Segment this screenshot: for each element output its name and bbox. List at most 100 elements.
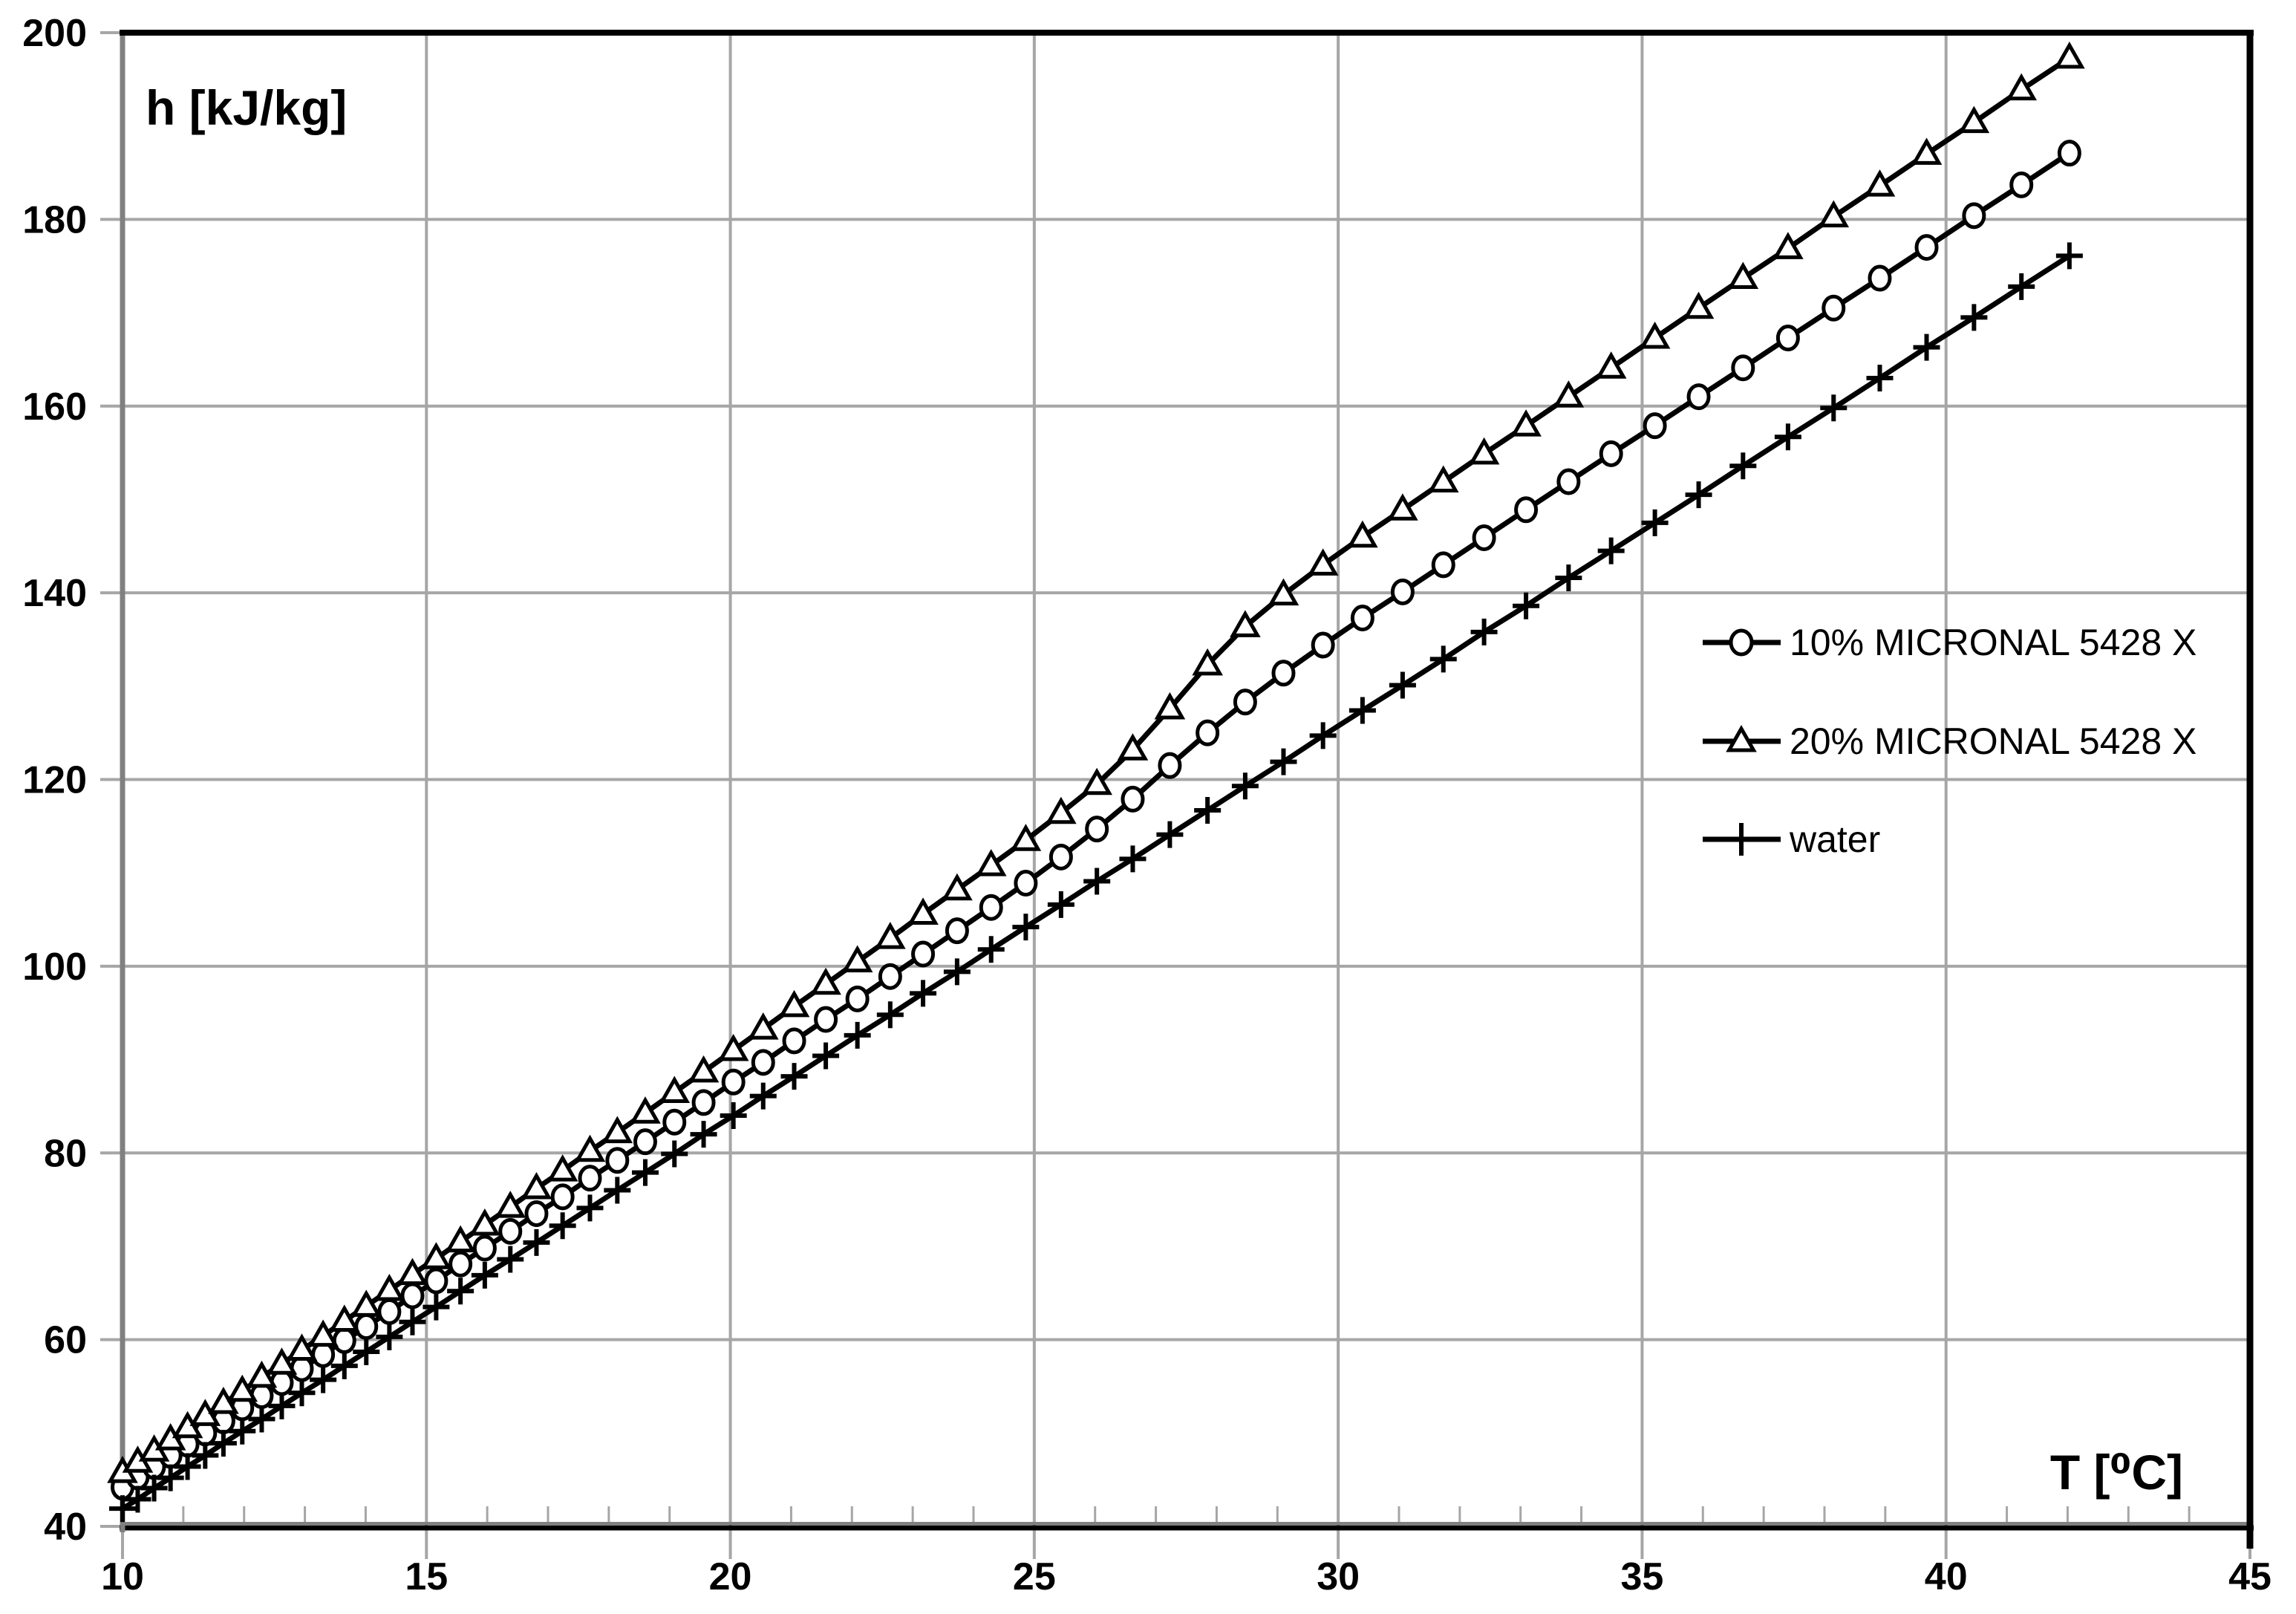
y-axis-title: h [kJ/kg]	[146, 80, 347, 135]
triangle-marker-icon	[266, 1347, 298, 1375]
triangle-marker-icon	[747, 1012, 779, 1040]
x-axis-title: T [⁰C]	[2050, 1445, 2183, 1500]
circle-marker-icon	[1271, 660, 1296, 687]
circle-marker-icon	[1350, 605, 1374, 632]
triangle-marker-icon	[574, 1134, 606, 1162]
circle-marker-icon	[1121, 785, 1145, 813]
x-tick-label: 20	[709, 1555, 752, 1598]
circle-marker-icon	[1390, 578, 1415, 605]
circle-marker-icon	[1233, 689, 1257, 716]
circle-marker-icon	[1731, 354, 1755, 382]
triangle-marker-icon	[226, 1374, 258, 1402]
triangle-marker-icon	[1864, 169, 1896, 197]
triangle-marker-icon	[1307, 548, 1339, 576]
legend-item-water: water	[1703, 819, 1880, 860]
triangle-marker-icon	[1726, 724, 1757, 752]
circle-marker-icon	[1729, 628, 1754, 657]
circle-marker-icon	[721, 1068, 746, 1096]
circle-marker-icon	[1431, 551, 1455, 579]
triangle-marker-icon	[328, 1304, 360, 1332]
circle-marker-icon	[332, 1327, 356, 1354]
y-tick-label: 100	[22, 946, 87, 989]
triangle-marker-icon	[810, 967, 841, 995]
circle-marker-icon	[1914, 234, 1939, 261]
circle-marker-icon	[1158, 752, 1182, 779]
circle-marker-icon	[1962, 202, 1986, 230]
ticks-layer	[100, 31, 2251, 1559]
triangle-marker-icon	[841, 945, 873, 973]
circle-marker-icon	[578, 1165, 602, 1192]
triangle-marker-icon	[420, 1242, 452, 1269]
circle-marker-icon	[472, 1234, 497, 1262]
circle-marker-icon	[1599, 440, 1623, 467]
circle-marker-icon	[814, 1006, 838, 1033]
triangle-marker-icon	[717, 1033, 749, 1061]
triangle-marker-icon	[1958, 105, 1990, 134]
triangle-marker-icon	[1772, 232, 1804, 259]
circle-marker-icon	[751, 1049, 775, 1076]
triangle-marker-icon	[2006, 73, 2038, 101]
circle-marker-icon	[1472, 524, 1496, 551]
triangle-marker-icon	[1595, 351, 1627, 379]
triangle-marker-icon	[1117, 733, 1149, 761]
circle-marker-icon	[979, 894, 1003, 921]
circle-marker-icon	[424, 1267, 449, 1295]
circle-marker-icon	[1085, 816, 1109, 843]
triangle-marker-icon	[630, 1096, 661, 1124]
circle-marker-icon	[400, 1282, 425, 1309]
legend-item-20pct: 20% MICRONAL 5428 X	[1703, 720, 2196, 762]
circle-marker-icon	[1514, 496, 1539, 524]
circle-marker-icon	[605, 1147, 630, 1174]
triangle-marker-icon	[907, 897, 939, 925]
triangle-marker-icon	[286, 1333, 318, 1361]
legend-label-10pct: 10% MICRONAL 5428 X	[1790, 622, 2196, 663]
legend-label-20pct: 20% MICRONAL 5428 X	[1790, 720, 2196, 762]
triangle-marker-icon	[875, 922, 906, 949]
y-tick-label: 40	[44, 1506, 87, 1549]
circle-marker-icon	[354, 1313, 379, 1341]
circle-marker-icon	[1048, 843, 1073, 871]
y-tick-label: 160	[22, 385, 87, 429]
plot-frame-layer	[120, 30, 2254, 1549]
series-layer	[107, 41, 2085, 1523]
x-tick-label: 25	[1013, 1555, 1056, 1598]
x-tick-label: 30	[1317, 1555, 1360, 1598]
y-tick-label: 200	[22, 12, 87, 55]
circle-marker-icon	[2057, 140, 2081, 167]
triangle-marker-icon	[1192, 648, 1223, 676]
triangle-marker-icon	[659, 1076, 691, 1104]
circle-marker-icon	[498, 1217, 523, 1245]
circle-marker-icon	[1556, 468, 1581, 495]
y-tick-label: 120	[22, 759, 87, 802]
triangle-marker-icon	[975, 849, 1007, 876]
circle-marker-icon	[1311, 631, 1335, 659]
circle-marker-icon	[1686, 383, 1711, 411]
triangle-marker-icon	[397, 1257, 428, 1286]
circle-marker-icon	[633, 1128, 657, 1156]
triangle-marker-icon	[1046, 796, 1077, 824]
triangle-marker-icon	[1427, 465, 1459, 493]
y-tick-label: 180	[22, 198, 87, 241]
triangle-marker-icon	[1510, 409, 1542, 437]
x-tick-label: 45	[2228, 1555, 2271, 1598]
triangle-marker-icon	[1468, 437, 1500, 465]
triangle-marker-icon	[1347, 520, 1378, 548]
triangle-marker-icon	[942, 873, 973, 901]
triangle-marker-icon	[1081, 767, 1112, 795]
triangle-marker-icon	[1154, 692, 1186, 720]
series-20pct-line	[121, 55, 2071, 1475]
triangle-marker-icon	[307, 1319, 339, 1347]
triangle-marker-icon	[1639, 321, 1671, 349]
legend-label-water: water	[1789, 819, 1880, 860]
circle-marker-icon	[449, 1250, 473, 1278]
circle-marker-icon	[1868, 264, 1892, 292]
triangle-marker-icon	[445, 1225, 476, 1253]
triangle-marker-icon	[246, 1360, 278, 1388]
triangle-marker-icon	[521, 1171, 552, 1200]
x-tick-label: 35	[1621, 1555, 1664, 1598]
circle-marker-icon	[2009, 171, 2034, 198]
triangle-marker-icon	[1010, 824, 1042, 851]
triangle-marker-icon	[1911, 137, 1943, 165]
